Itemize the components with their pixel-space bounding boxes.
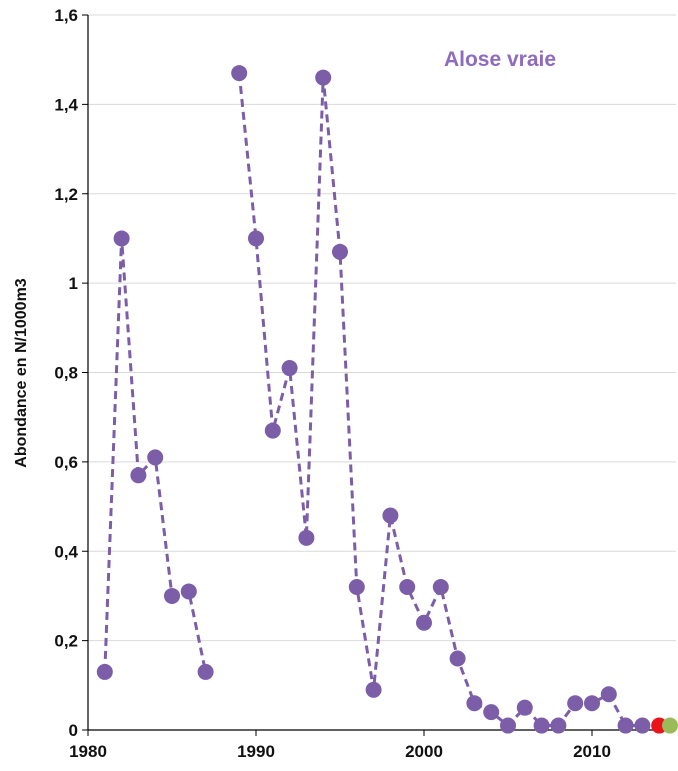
- data-point: [164, 587, 180, 604]
- data-point: [96, 663, 113, 680]
- data-point: [432, 579, 449, 595]
- data-point: [248, 230, 264, 247]
- y-tick-label: 1,6: [54, 6, 78, 25]
- y-axis-title: Abondance en N/1000m3: [13, 278, 30, 468]
- y-tick-label: 0: [69, 721, 78, 740]
- data-point: [584, 695, 600, 712]
- data-point: [416, 614, 432, 631]
- data-point: [197, 663, 214, 680]
- x-tick-label: 2000: [405, 742, 443, 761]
- data-point: [483, 704, 500, 721]
- data-point: [550, 717, 567, 734]
- y-tick-label: 1: [69, 274, 78, 293]
- data-point: [634, 717, 651, 734]
- data-point: [130, 467, 147, 484]
- axes: [82, 14, 676, 736]
- data-point: [399, 579, 416, 595]
- data-point: [449, 650, 466, 667]
- data-point: [298, 529, 315, 546]
- data-point: [365, 681, 382, 698]
- tick-labels: 0 0,2 0,4 0,6 0,8 1 1,2 1,4 1,6 1980 1990 2000 2010: [54, 6, 611, 761]
- data-point: [466, 695, 483, 712]
- data-point: [533, 717, 550, 734]
- data-point: [113, 230, 130, 247]
- grid-lines: [88, 14, 676, 642]
- data-point: [516, 699, 533, 716]
- data-markers: [96, 65, 678, 734]
- y-tick-label: 0,4: [54, 542, 78, 561]
- data-point: [264, 422, 281, 439]
- series-abundance: [103, 72, 643, 727]
- x-tick-label: 1980: [69, 742, 107, 761]
- data-point: [382, 507, 399, 524]
- y-tick-label: 1,4: [54, 95, 78, 114]
- data-point: [147, 449, 164, 466]
- data-point: [231, 65, 248, 82]
- data-point: [315, 69, 332, 86]
- y-tick-label: 0,2: [54, 632, 78, 651]
- data-point: [600, 686, 617, 703]
- data-point: [180, 583, 197, 600]
- highlight-point: [662, 717, 678, 734]
- series-line: [237, 72, 643, 727]
- data-point: [500, 717, 516, 734]
- x-tick-label: 1990: [237, 742, 275, 761]
- y-tick-label: 0,8: [54, 364, 78, 383]
- data-point: [617, 717, 634, 734]
- y-tick-label: 1,2: [54, 185, 78, 204]
- chart-title: Alose vraie: [444, 48, 556, 71]
- data-point: [567, 695, 584, 712]
- y-tick-label: 0,6: [54, 453, 78, 472]
- data-point: [332, 243, 348, 260]
- data-point: [348, 579, 365, 595]
- x-tick-label: 2010: [573, 742, 611, 761]
- data-point: [281, 360, 298, 377]
